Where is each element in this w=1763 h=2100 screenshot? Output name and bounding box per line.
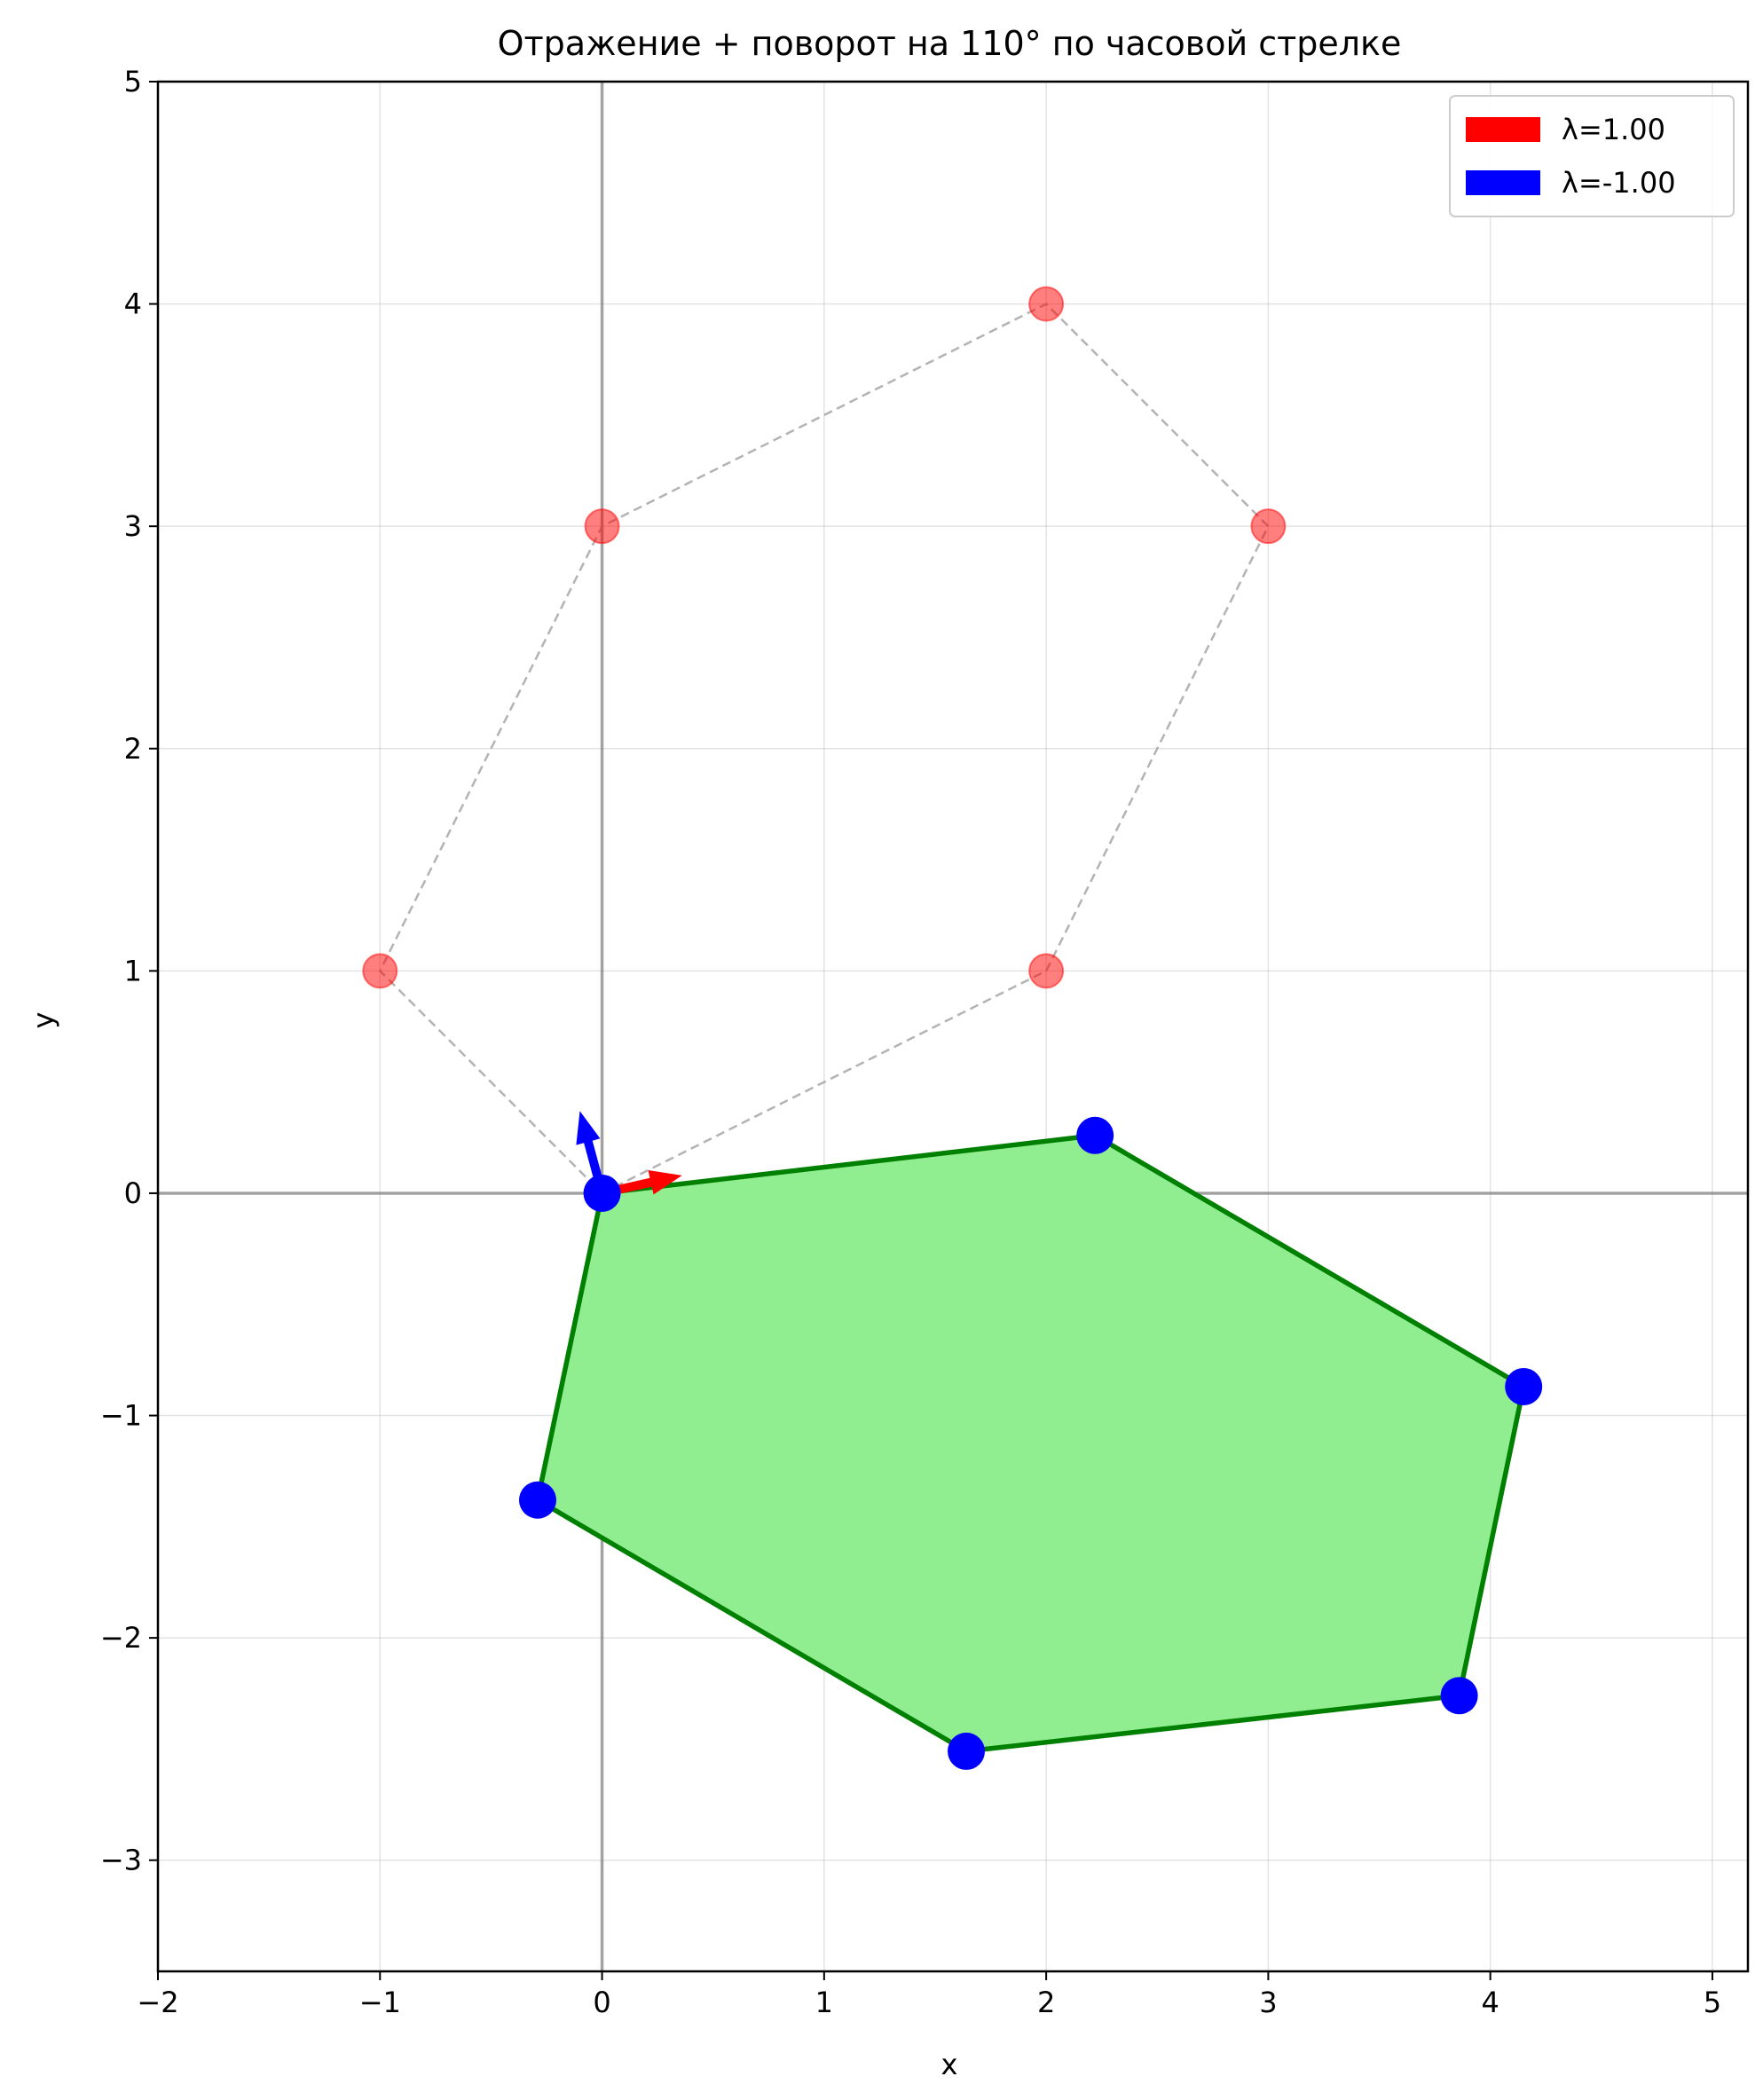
transformed-point [518,1481,556,1519]
transformed-point [948,1732,986,1770]
y-tick-label: −2 [100,1621,142,1655]
original-point [584,508,620,545]
transformed-point [583,1174,621,1212]
y-tick-label: 1 [124,954,142,987]
legend-swatch [1466,117,1540,142]
y-tick-label: 2 [124,732,142,766]
x-tick-label: 3 [1259,1986,1277,2019]
x-tick-label: −2 [137,1986,178,2019]
x-tick-label: 5 [1704,1986,1721,2019]
original-point [1028,953,1065,989]
y-tick-label: −3 [100,1844,142,1877]
original-point [1028,286,1065,322]
legend-label: λ=1.00 [1562,113,1665,146]
y-tick-label: 5 [124,65,142,98]
transformed-point [1076,1116,1114,1154]
y-tick-label: 4 [124,287,142,321]
legend: λ=1.00 λ=-1.00 [1449,95,1735,217]
x-tick-label: 0 [593,1986,610,2019]
y-tick-label: −1 [100,1399,142,1433]
axes-frame [156,80,1750,1973]
x-axis-label: x [941,2048,958,2081]
transformed-point [1505,1367,1543,1405]
eigenvector-arrow [576,1111,607,1195]
plot-area: −2 −1 0 1 2 3 4 5 −3 −2 −1 0 1 2 3 4 5 [100,65,1750,2019]
y-tick-label: 0 [124,1176,142,1210]
x-tick-label: 2 [1037,1986,1055,2019]
x-tick-label: −1 [359,1986,401,2019]
x-tick-label: 4 [1481,1986,1499,2019]
y-tick-label: 3 [124,509,142,543]
x-tick-label: 1 [815,1986,833,2019]
eigenvector-arrow [601,1170,682,1198]
chart-title: Отражение + поворот на 110° по часовой с… [498,24,1402,63]
original-point [1250,508,1287,545]
legend-swatch [1466,170,1540,195]
y-axis-label: y [27,1012,60,1029]
transformed-point [1440,1677,1478,1715]
original-point [362,953,398,989]
legend-label: λ=-1.00 [1562,166,1676,200]
